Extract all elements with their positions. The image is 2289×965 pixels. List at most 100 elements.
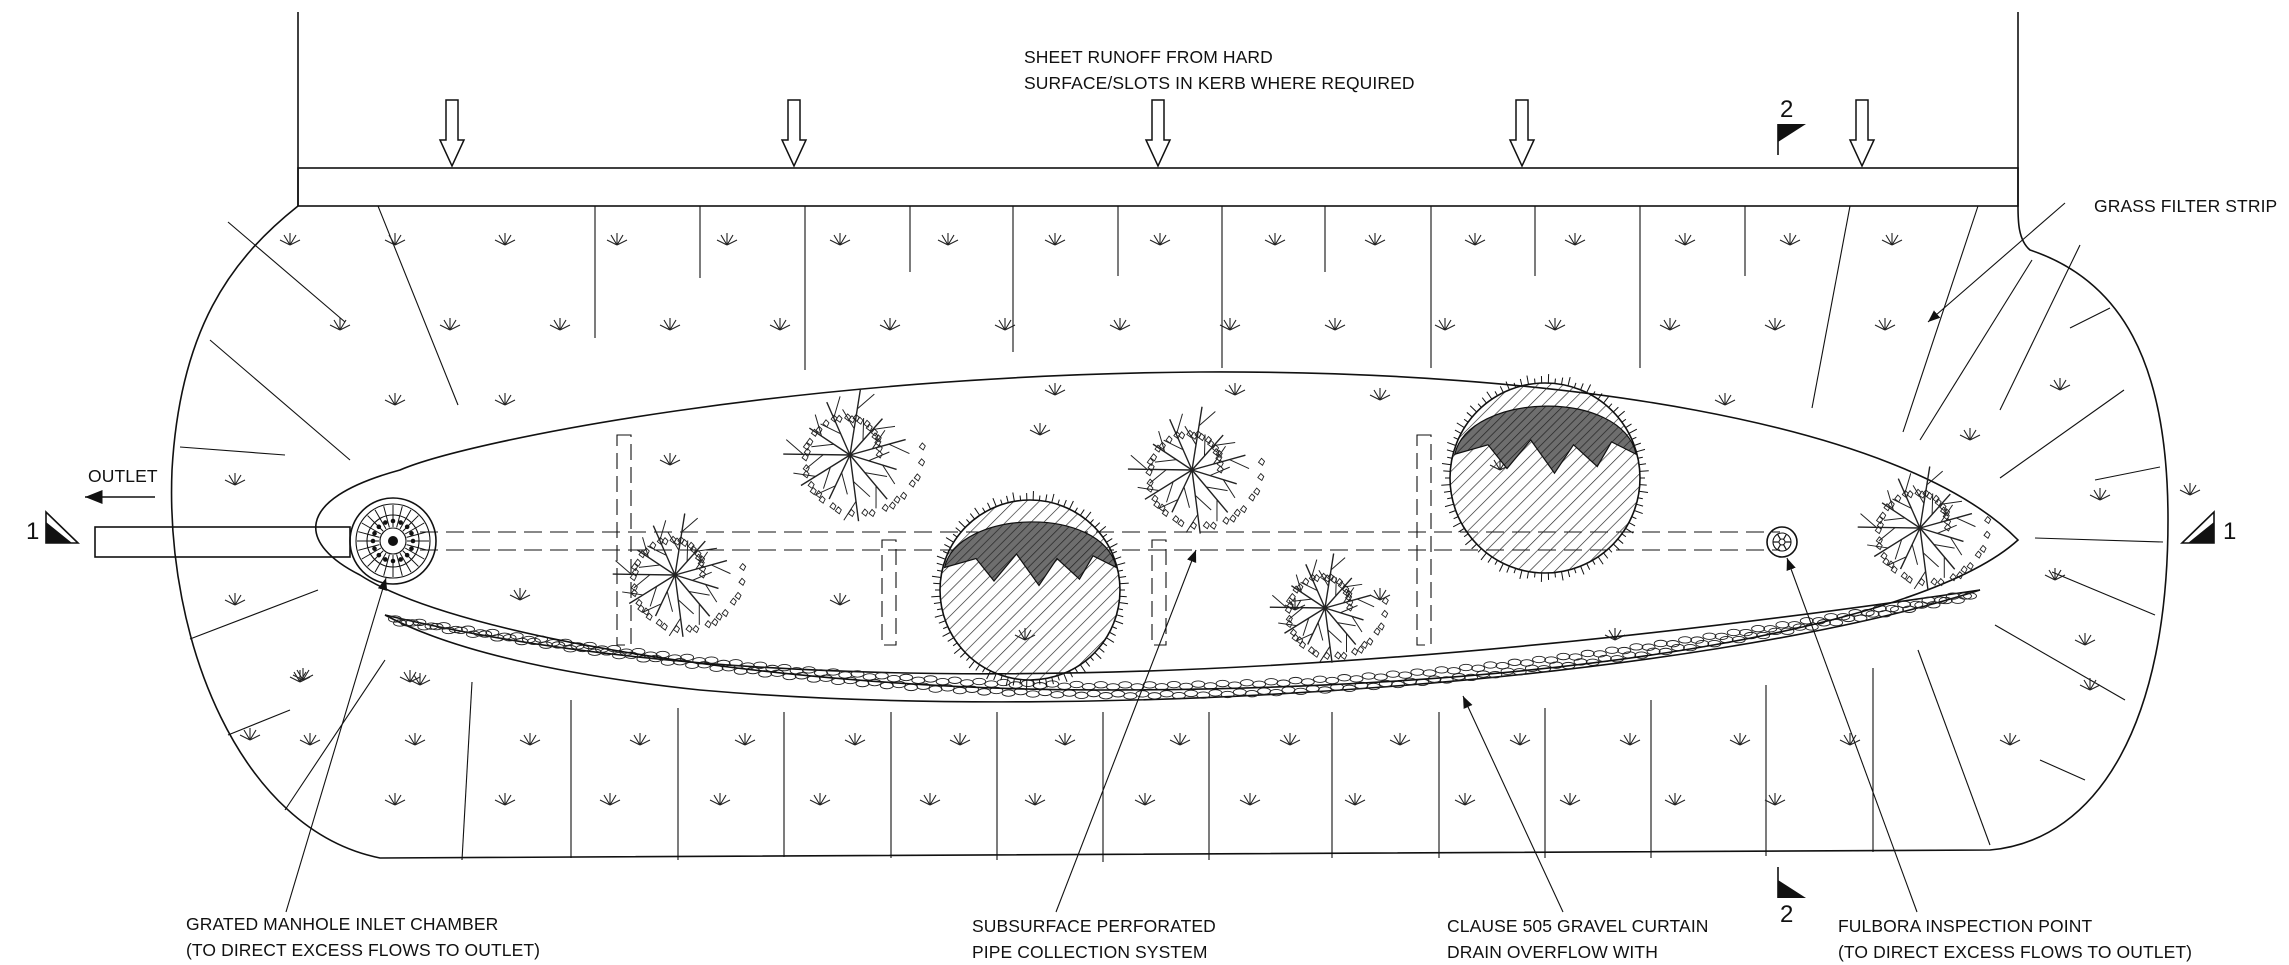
grass-tuft [937, 233, 959, 246]
hard-surface [297, 12, 2019, 207]
grass-tuft [1369, 388, 1391, 401]
grass-tuft [1024, 793, 1046, 806]
grass-tuft [659, 318, 681, 331]
grass-tuft [659, 453, 681, 466]
grass-tuft [1999, 733, 2021, 746]
grass-tuft [1454, 793, 1476, 806]
fulbora-inspection-point [1766, 526, 1798, 558]
grass-tuft [2089, 488, 2111, 501]
grass-tuft [1284, 598, 1306, 611]
grass-tuft [549, 318, 571, 331]
grass-tuft [716, 233, 738, 246]
runoff-arrow [1144, 99, 1172, 168]
tree-canopy [931, 491, 1129, 689]
grass-tuft [1779, 233, 1801, 246]
grass-tuft [384, 233, 406, 246]
svg-text:1: 1 [26, 518, 39, 545]
grass-tuft [606, 233, 628, 246]
gravel-curtain-drain [384, 589, 1981, 703]
svg-text:2: 2 [1780, 96, 1793, 123]
grass-tuft [1054, 733, 1076, 746]
svg-text:2: 2 [1780, 901, 1793, 928]
grass-tuft [399, 670, 421, 683]
grass-tuft [1344, 793, 1366, 806]
label-fulbora-line2: (TO DIRECT EXCESS FLOWS TO OUTLET) [1838, 942, 2192, 962]
runoff-arrow [780, 99, 808, 168]
label-gravel-line1: CLAUSE 505 GRAVEL CURTAIN [1447, 916, 1709, 936]
tree-canopies [612, 374, 1992, 689]
grass-tuft [1044, 383, 1066, 396]
grass-tuft [829, 593, 851, 606]
grass-tuft [1619, 733, 1641, 746]
grass-tuft [1881, 233, 1903, 246]
label-pipe-line1: SUBSURFACE PERFORATED [972, 916, 1216, 936]
shrub-canopy [783, 388, 926, 522]
grass-tuft [299, 733, 321, 746]
grass-tuft [224, 593, 246, 606]
grass-tuft [2049, 378, 2071, 391]
grass-tuft [1149, 233, 1171, 246]
grass-tuft [769, 318, 791, 331]
svg-text:1: 1 [2223, 518, 2236, 545]
grass-tuft [1279, 733, 1301, 746]
grass-strip-lines [179, 205, 2164, 862]
section-marker-2-top: 2 [1777, 96, 1806, 155]
grass-tuft [1044, 233, 1066, 246]
label-sheet-runoff-line2: SURFACE/SLOTS IN KERB WHERE REQUIRED [1024, 73, 1415, 93]
grass-tuft [1839, 733, 1861, 746]
grass-tuft [1874, 318, 1896, 331]
grass-tuft [494, 793, 516, 806]
grass-tufts [224, 233, 2201, 806]
grass-tuft [1959, 428, 1981, 441]
label-manhole-line2: (TO DIRECT EXCESS FLOWS TO OUTLET) [186, 940, 540, 960]
bioretention-basin [315, 371, 2020, 691]
grass-tuft [1264, 233, 1286, 246]
outlet-pipe [94, 526, 351, 558]
grass-tuft [829, 233, 851, 246]
grass-tuft [494, 233, 516, 246]
grass-tuft [1239, 793, 1261, 806]
grass-tuft [384, 793, 406, 806]
grass-tuft [1364, 233, 1386, 246]
grass-tuft [1324, 318, 1346, 331]
grass-tuft [2044, 568, 2066, 581]
kerb [297, 167, 2019, 207]
label-fulbora-line1: FULBORA INSPECTION POINT [1838, 916, 2092, 936]
grass-tuft [1674, 233, 1696, 246]
grass-tuft [734, 733, 756, 746]
section-marker-1-left: 1 [26, 510, 80, 545]
grass-tuft [519, 733, 541, 746]
grass-tuft [599, 793, 621, 806]
grass-tuft [509, 588, 531, 601]
grass-tuft [1729, 733, 1751, 746]
grass-tuft [329, 318, 351, 331]
grass-tuft [1219, 318, 1241, 331]
grass-tuft [1509, 733, 1531, 746]
grass-tuft [279, 233, 301, 246]
grass-tuft [439, 318, 461, 331]
grass-tuft [994, 318, 1016, 331]
grass-tuft [844, 733, 866, 746]
grass-tuft [1134, 793, 1156, 806]
grass-tuft [494, 393, 516, 406]
grass-tuft [1434, 318, 1456, 331]
grass-tuft [292, 668, 314, 681]
shrub-canopy [1127, 406, 1266, 534]
grass-tuft [1764, 793, 1786, 806]
grass-tuft [1224, 383, 1246, 396]
grass-tuft [384, 393, 406, 406]
grass-tuft [1564, 233, 1586, 246]
grass-tuft [224, 473, 246, 486]
runoff-arrow [1508, 99, 1536, 168]
grass-tuft [809, 793, 831, 806]
label-outlet: OUTLET [88, 466, 158, 486]
label-manhole-line1: GRATED MANHOLE INLET CHAMBER [186, 914, 498, 934]
section-marker-2-bottom: 2 [1777, 867, 1806, 928]
shrub-canopy [1269, 553, 1389, 663]
grass-tuft [1169, 733, 1191, 746]
grass-tuft [1389, 733, 1411, 746]
grass-tuft [2179, 483, 2201, 496]
grass-filter-strip-boundary [170, 205, 2169, 859]
grass-tuft [1109, 318, 1131, 331]
grass-tuft [2074, 633, 2096, 646]
